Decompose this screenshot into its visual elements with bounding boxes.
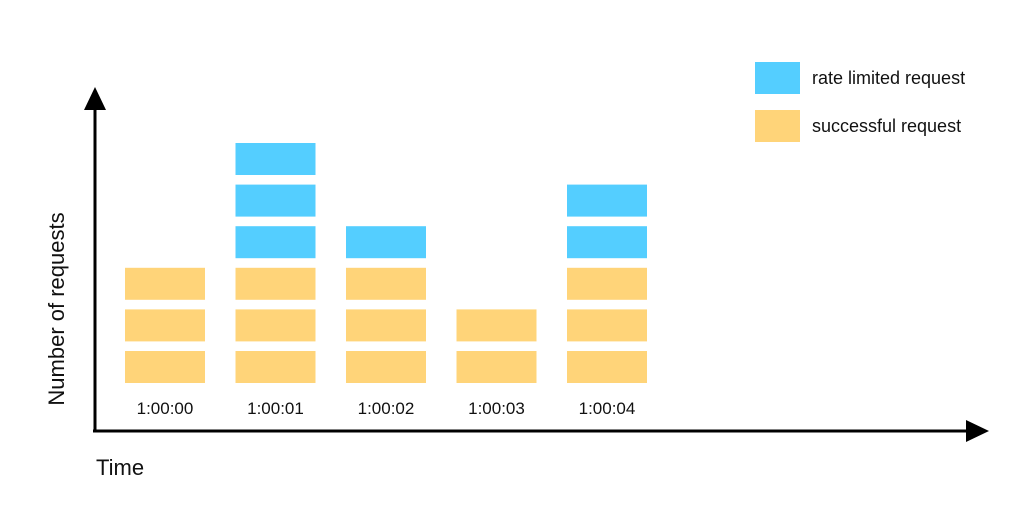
- x-tick-label: 1:00:01: [247, 399, 304, 418]
- bar-block-rate-limited-request: [235, 143, 316, 175]
- legend-label-successful-request: successful request: [812, 116, 961, 136]
- y-axis-label: Number of requests: [44, 212, 69, 405]
- legend-label-rate-limited-request: rate limited request: [812, 68, 965, 88]
- bar-block-successful-request: [125, 309, 205, 342]
- bar-block-successful-request: [235, 351, 316, 383]
- x-axis-label: Time: [96, 455, 144, 480]
- bar-block-successful-request: [125, 267, 205, 300]
- bar-block-successful-request: [346, 309, 426, 342]
- bar-block-successful-request: [346, 267, 426, 300]
- bar-block-rate-limited-request: [235, 226, 316, 259]
- x-tick-label: 1:00:02: [358, 399, 415, 418]
- bar-block-successful-request: [235, 267, 316, 300]
- bar-block-successful-request: [567, 351, 647, 383]
- bar-block-successful-request: [346, 351, 426, 383]
- bar-block-rate-limited-request: [235, 184, 316, 217]
- axes: [84, 87, 989, 442]
- legend-swatch-rate-limited-request: [755, 62, 800, 94]
- x-tick-label: 1:00:00: [137, 399, 194, 418]
- bars: [125, 143, 647, 383]
- x-tick-label: 1:00:03: [468, 399, 525, 418]
- bar-block-successful-request: [125, 351, 205, 383]
- bar-block-successful-request: [456, 351, 537, 383]
- legend-swatch-successful-request: [755, 110, 800, 142]
- bar-block-rate-limited-request: [567, 184, 647, 217]
- legend: rate limited request successful request: [755, 62, 965, 142]
- x-tick-labels: 1:00:00 1:00:01 1:00:02 1:00:03 1:00:04: [137, 399, 636, 418]
- x-axis-arrow: [966, 420, 989, 442]
- bar-block-successful-request: [235, 309, 316, 342]
- bar-block-successful-request: [567, 309, 647, 342]
- bar-block-rate-limited-request: [346, 226, 426, 259]
- bar-block-successful-request: [567, 267, 647, 300]
- bar-block-successful-request: [456, 309, 537, 342]
- y-axis-arrow: [84, 87, 106, 110]
- x-tick-label: 1:00:04: [579, 399, 636, 418]
- bar-block-rate-limited-request: [567, 226, 647, 259]
